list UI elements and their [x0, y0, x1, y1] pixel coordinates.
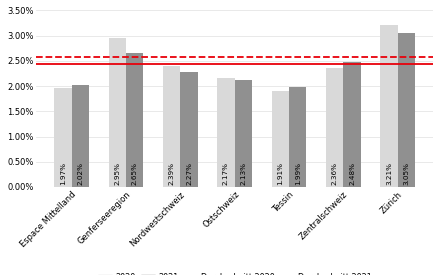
Bar: [398, 33, 415, 187]
Bar: [380, 25, 398, 187]
Text: 2.13%: 2.13%: [240, 163, 246, 185]
Text: 3.05%: 3.05%: [403, 163, 409, 185]
Text: 2.36%: 2.36%: [332, 163, 337, 185]
Bar: [126, 53, 143, 187]
Text: 1.91%: 1.91%: [277, 163, 283, 185]
Text: 2.65%: 2.65%: [132, 163, 138, 185]
Bar: [271, 91, 289, 187]
Text: 1.99%: 1.99%: [295, 163, 301, 185]
Text: 2.39%: 2.39%: [169, 163, 175, 185]
Bar: [180, 73, 198, 187]
Text: 2.48%: 2.48%: [349, 163, 355, 185]
Text: 3.21%: 3.21%: [386, 163, 392, 185]
Bar: [109, 38, 126, 187]
Text: 2.95%: 2.95%: [114, 163, 120, 185]
Bar: [217, 78, 235, 187]
Bar: [54, 88, 72, 187]
Text: 2.17%: 2.17%: [223, 163, 229, 185]
Bar: [343, 62, 361, 187]
Bar: [163, 67, 180, 187]
Text: 2.27%: 2.27%: [186, 163, 192, 185]
Bar: [289, 87, 306, 187]
Bar: [235, 79, 252, 187]
Legend: 2020, 2021, Durchschnitt 2020, Durchschnitt 2021: 2020, 2021, Durchschnitt 2020, Durchschn…: [95, 270, 374, 275]
Bar: [326, 68, 343, 187]
Text: 1.97%: 1.97%: [60, 163, 66, 185]
Text: 2.02%: 2.02%: [77, 163, 83, 185]
Bar: [72, 85, 89, 187]
